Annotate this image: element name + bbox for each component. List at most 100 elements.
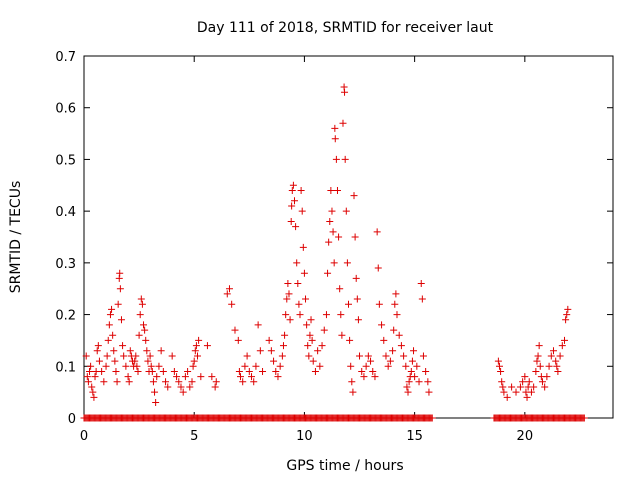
data-point xyxy=(382,352,390,360)
data-point xyxy=(318,342,326,350)
data-point xyxy=(328,207,336,215)
data-point xyxy=(141,326,149,334)
data-point xyxy=(142,336,150,344)
data-point xyxy=(541,383,549,391)
data-point xyxy=(112,367,120,375)
data-point xyxy=(495,362,503,370)
data-point xyxy=(100,378,108,386)
data-point xyxy=(119,342,127,350)
data-point xyxy=(358,367,366,375)
data-point xyxy=(395,331,403,339)
data-point xyxy=(556,352,564,360)
data-point xyxy=(138,300,146,308)
data-point xyxy=(309,357,317,365)
data-point xyxy=(285,290,293,298)
data-point xyxy=(281,331,289,339)
data-point xyxy=(329,228,337,236)
data-point xyxy=(345,300,352,308)
data-point xyxy=(343,259,351,267)
data-point xyxy=(125,378,133,386)
data-point xyxy=(90,393,98,401)
y-tick-label: 0.6 xyxy=(55,102,76,117)
data-points xyxy=(80,83,588,422)
data-point xyxy=(347,362,355,370)
data-point xyxy=(415,378,423,386)
data-point xyxy=(391,300,399,308)
data-point xyxy=(316,362,324,370)
data-point xyxy=(148,367,156,375)
data-point xyxy=(336,285,344,293)
data-point xyxy=(104,336,112,344)
data-point xyxy=(87,362,95,370)
data-point xyxy=(402,362,410,370)
data-point xyxy=(223,290,231,298)
data-point xyxy=(296,311,304,319)
data-point xyxy=(390,326,398,334)
data-point xyxy=(428,414,436,422)
data-point xyxy=(297,186,305,194)
data-point xyxy=(558,342,566,350)
data-point xyxy=(191,347,199,355)
data-point xyxy=(248,373,256,381)
data-point xyxy=(407,367,415,375)
data-point xyxy=(380,336,388,344)
y-tick-label: 0 xyxy=(68,412,76,427)
data-point xyxy=(256,347,264,355)
data-point xyxy=(389,347,397,355)
data-point xyxy=(348,378,356,386)
data-point xyxy=(341,155,349,163)
data-point xyxy=(330,259,338,267)
data-point xyxy=(168,352,176,360)
data-point xyxy=(352,274,360,282)
data-point xyxy=(386,357,394,365)
data-point xyxy=(295,300,303,308)
data-point xyxy=(157,347,165,355)
data-point xyxy=(288,186,296,194)
data-point xyxy=(181,373,189,381)
data-point xyxy=(405,378,413,386)
data-point xyxy=(95,357,103,365)
data-point xyxy=(208,373,216,381)
data-point xyxy=(404,388,412,396)
data-point xyxy=(270,357,278,365)
data-point xyxy=(333,186,341,194)
data-point xyxy=(133,362,141,370)
data-point xyxy=(354,316,362,324)
data-point xyxy=(553,362,561,370)
data-point xyxy=(276,362,284,370)
data-point xyxy=(184,367,192,375)
data-point xyxy=(332,155,340,163)
data-point xyxy=(243,352,251,360)
data-point xyxy=(113,378,121,386)
data-point xyxy=(146,352,154,360)
plot-frame xyxy=(83,55,614,419)
data-point xyxy=(331,135,339,143)
data-point xyxy=(93,347,101,355)
data-point xyxy=(400,352,408,360)
data-point xyxy=(369,367,377,375)
data-point xyxy=(425,388,433,396)
data-point xyxy=(259,367,267,375)
data-point xyxy=(231,326,239,334)
data-point xyxy=(162,378,170,386)
data-point xyxy=(533,357,541,365)
data-point xyxy=(547,352,555,360)
data-point xyxy=(419,352,427,360)
data-point xyxy=(303,321,311,329)
data-point xyxy=(136,311,144,319)
data-point xyxy=(327,186,335,194)
data-point xyxy=(120,352,128,360)
data-point xyxy=(375,300,383,308)
data-point xyxy=(164,383,172,391)
data-point xyxy=(337,311,345,319)
data-point xyxy=(349,388,357,396)
y-tick-label: 0.2 xyxy=(55,309,76,324)
data-point xyxy=(109,331,117,339)
data-point xyxy=(153,373,161,381)
data-point xyxy=(147,362,155,370)
data-point xyxy=(245,367,253,375)
data-point xyxy=(114,300,122,308)
data-point xyxy=(393,311,401,319)
data-point xyxy=(254,321,262,329)
